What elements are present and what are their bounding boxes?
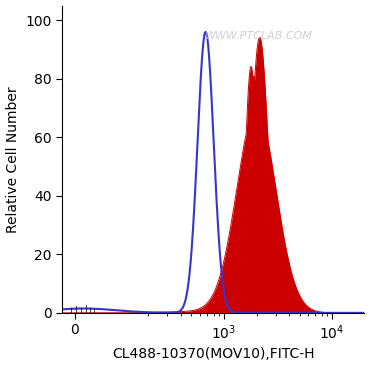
Y-axis label: Relative Cell Number: Relative Cell Number [6,86,20,233]
Text: WWW.PTCLAB.COM: WWW.PTCLAB.COM [205,31,313,41]
X-axis label: CL488-10370(MOV10),FITC-H: CL488-10370(MOV10),FITC-H [112,348,314,361]
